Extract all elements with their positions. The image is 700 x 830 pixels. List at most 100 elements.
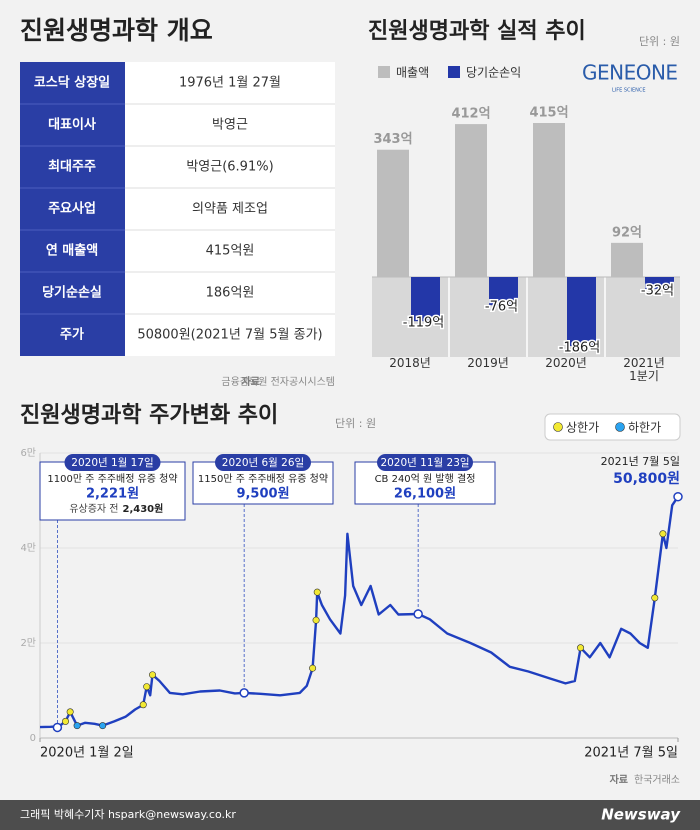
callout-box	[39, 461, 186, 521]
x-tick-label: 2021년 7월 5일	[584, 746, 678, 761]
value-label: 343억	[373, 132, 412, 147]
callout-date: 2020년 6월 26일	[222, 456, 304, 469]
value-label: -186억	[559, 341, 600, 356]
table-value-cell	[125, 146, 335, 188]
limit-marker	[312, 616, 320, 624]
limit-marker	[659, 530, 667, 538]
line-title: 진원생명과학 주가변화 추이	[20, 403, 278, 428]
value-label: 415억	[529, 106, 568, 121]
limit-marker	[577, 644, 585, 652]
table-value: 의약품 제조업	[192, 202, 268, 217]
bar	[611, 242, 643, 277]
table-value: 박영근	[212, 118, 248, 133]
bar	[567, 277, 596, 347]
source-label: 자료	[242, 375, 260, 388]
value-label: 92억	[612, 225, 642, 240]
limit-marker	[99, 722, 107, 730]
y-tick-label: 6만	[20, 447, 36, 459]
value-label: -76억	[485, 300, 518, 315]
logo: GENEONE	[582, 61, 678, 85]
bar-unit: 단위 : 원	[639, 35, 680, 48]
table-value: 1976년 1월 27월	[179, 76, 281, 91]
y-tick-label: 4만	[20, 542, 36, 554]
bar-title: 진원생명과학 실적 추이	[368, 19, 586, 44]
table-key: 코스닥 상장일	[34, 75, 110, 91]
limit-marker	[651, 594, 659, 602]
callout-value: 26,100원	[394, 487, 456, 502]
footer-credit: 그래픽 박혜수기자 hspark@newsway.co.kr	[20, 808, 236, 821]
limit-marker	[149, 671, 157, 679]
source-text: 금융감독원 전자공시시스템	[221, 376, 335, 388]
value-label: -119억	[403, 316, 444, 331]
table-value-cell	[125, 230, 335, 272]
legend-label: 하한가	[628, 421, 661, 435]
legend-box	[544, 413, 681, 441]
table-key-cell	[20, 314, 125, 356]
limit-marker	[143, 683, 151, 691]
callout-value: 2,221원	[86, 487, 139, 502]
legend-label: 당기순손익	[466, 66, 521, 80]
source-text: 한국거래소	[634, 774, 680, 786]
x-tick-label: 2018년	[389, 356, 431, 370]
bar	[377, 149, 409, 277]
callout-pill	[377, 454, 473, 471]
end-value: 50,800원	[613, 471, 680, 487]
value-label: -32억	[641, 283, 674, 298]
bar	[455, 124, 487, 277]
value-label: 412억	[451, 107, 490, 122]
annotation-point	[673, 491, 683, 502]
table-value: 186억원	[206, 286, 255, 301]
footer-bar	[0, 800, 700, 830]
limit-marker	[309, 664, 317, 672]
price-line	[39, 496, 679, 729]
table-key-cell	[20, 104, 125, 146]
bar	[645, 277, 674, 289]
bar	[411, 277, 440, 322]
table-value: 415억원	[206, 244, 255, 259]
table-value: 50800원(2021년 7월 5월 종가)	[137, 328, 322, 343]
limit-marker	[62, 717, 70, 725]
x-tick-label: 2020년	[545, 356, 587, 370]
callout-text: 1100만 주 주주배정 유증 청약	[47, 473, 177, 485]
table-value-cell	[125, 104, 335, 146]
overview-title: 진원생명과학 개요	[20, 16, 213, 45]
table-value-cell	[125, 188, 335, 230]
callout-date: 2020년 11월 23일	[380, 456, 469, 469]
table-key: 주요사업	[48, 201, 96, 217]
table-key: 주가	[60, 328, 84, 343]
table-key: 대표이사	[48, 117, 96, 133]
line-unit: 단위 : 원	[335, 417, 376, 430]
table-key: 연 매출액	[46, 243, 98, 259]
legend-label: 상한가	[566, 421, 599, 435]
source-label: 자료	[610, 773, 628, 786]
legend-dot	[553, 422, 563, 432]
y-tick-label: 0	[30, 733, 36, 744]
x-tick-label: 2020년 1월 2일	[40, 746, 134, 761]
callout-text: CB 240억 원 발행 결정	[375, 473, 476, 485]
table-key-cell	[20, 230, 125, 272]
x-tick-label: 2021년 1분기	[623, 356, 665, 383]
x-tick-label: 2019년	[467, 356, 509, 370]
table-key-cell	[20, 272, 125, 314]
callout-note-value: 2,430원	[123, 502, 164, 515]
table-key-cell	[20, 146, 125, 188]
legend-swatch	[378, 66, 390, 78]
legend-label: 매출액	[396, 66, 429, 80]
callout-date: 2020년 1월 17일	[71, 456, 153, 469]
footer-brand: Newsway	[601, 806, 681, 824]
logo-tagline: LIFE SCIENCE	[612, 88, 646, 94]
legend-dot	[615, 422, 625, 432]
bar	[533, 123, 565, 277]
callout-pill	[64, 454, 161, 471]
table-key: 당기순손실	[42, 285, 102, 301]
limit-marker	[73, 722, 81, 730]
table-value: 박영근(6.91%)	[186, 160, 273, 175]
limit-marker	[313, 588, 321, 596]
table-key-cell	[20, 188, 125, 230]
callout-value: 9,500원	[236, 487, 289, 502]
end-date: 2021년 7월 5일	[601, 454, 680, 468]
table-key: 최대주주	[48, 160, 96, 175]
callout-pill	[215, 454, 311, 471]
annotation-point	[413, 609, 423, 619]
